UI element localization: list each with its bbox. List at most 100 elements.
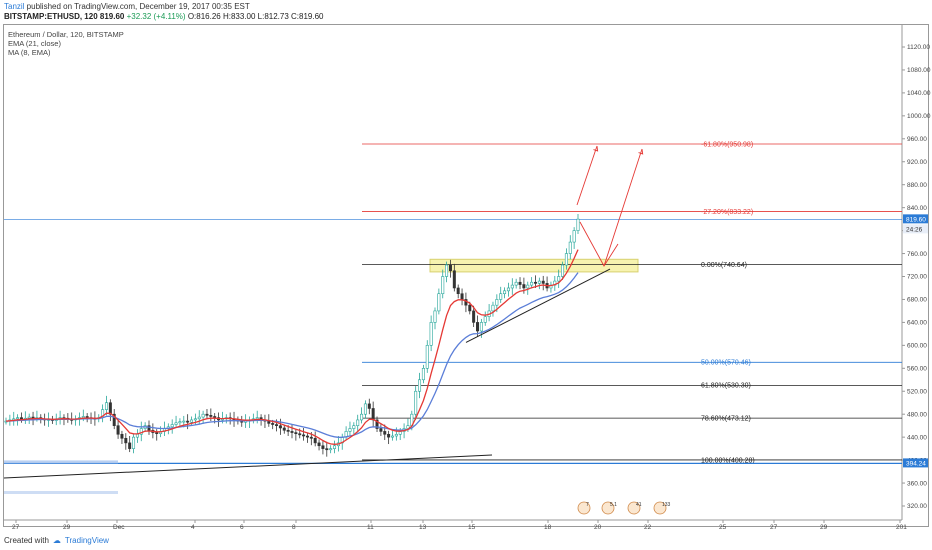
candle-body xyxy=(537,280,541,284)
candle-body xyxy=(472,310,476,323)
fib-level-label: 61.80%(530.30) xyxy=(701,383,751,390)
footer: Created with ☁ TradingView xyxy=(4,536,109,545)
price-tick-label: 720.00 xyxy=(907,274,927,281)
candle-body xyxy=(16,417,20,420)
price-tick-label: 760.00 xyxy=(907,251,927,258)
candle-body xyxy=(533,281,537,284)
price-tick-label: 960.00 xyxy=(907,136,927,143)
price-tick-label: 320.00 xyxy=(907,503,927,510)
event-badge[interactable] xyxy=(627,501,641,515)
candle-body xyxy=(193,418,197,421)
candle-body xyxy=(174,422,178,425)
candle-body xyxy=(445,264,449,277)
candle-body xyxy=(186,420,190,423)
projection-arrow-1-head xyxy=(593,145,599,152)
candle-body xyxy=(568,241,572,254)
support-band-lower xyxy=(4,491,118,494)
projection-arrow-2[interactable] xyxy=(603,148,643,267)
projection-arrow-1[interactable] xyxy=(576,145,598,206)
candle-body xyxy=(329,448,333,451)
price-tick-label: 920.00 xyxy=(907,159,927,166)
candle-body xyxy=(278,425,282,429)
price-tick-label: 840.00 xyxy=(907,205,927,212)
candle-body xyxy=(460,293,464,300)
time-tick-label: 20 xyxy=(594,524,602,531)
candle-body xyxy=(290,431,294,433)
candle-body xyxy=(390,435,394,438)
candle-body xyxy=(371,408,375,421)
candle-body xyxy=(305,435,309,438)
fib-level-label: -27.20%(833.22) xyxy=(701,209,753,216)
fib-level-label: 78.60%(473.12) xyxy=(701,416,751,423)
candle-body xyxy=(205,413,209,416)
legend-title: Ethereum / Dollar, 120, BITSTAMP xyxy=(8,30,124,39)
price-tick-label: 1080.00 xyxy=(907,67,931,74)
candle-body xyxy=(124,437,128,444)
candle-body xyxy=(313,437,317,444)
candle-body xyxy=(271,423,275,425)
author-link[interactable]: Tanzil xyxy=(4,2,25,11)
candle-body xyxy=(483,316,487,323)
event-badge[interactable] xyxy=(601,501,615,515)
candle-body xyxy=(437,293,441,312)
tradingview-logo-icon[interactable]: ☁ xyxy=(52,536,61,545)
candle-body xyxy=(139,428,143,435)
candle-body xyxy=(383,431,387,435)
candle-body xyxy=(576,218,580,231)
event-badge[interactable] xyxy=(577,501,591,515)
time-tick-label: 15 xyxy=(468,524,476,531)
ema-21-line xyxy=(5,272,579,438)
candle-body xyxy=(112,413,116,426)
fib-level-label: 0.00%(740.64) xyxy=(701,262,747,269)
price-tick-label: 360.00 xyxy=(907,480,927,487)
ascending-trendline[interactable] xyxy=(465,268,611,343)
candle-body xyxy=(81,416,85,418)
candle-body xyxy=(321,445,325,449)
support-band xyxy=(4,460,118,464)
tradingview-brand[interactable]: TradingView xyxy=(64,536,109,545)
candle-body xyxy=(104,402,108,410)
time-tick-label: 18 xyxy=(544,524,552,531)
legend-ma: MA (8, EMA) xyxy=(8,48,51,57)
event-badge[interactable] xyxy=(653,501,667,515)
candle-body xyxy=(379,428,383,432)
candle-body xyxy=(147,425,151,431)
candle-body xyxy=(317,442,321,447)
candle-body xyxy=(514,281,518,286)
candle-body xyxy=(209,415,213,417)
candle-body xyxy=(294,432,298,435)
candle-body xyxy=(429,322,433,346)
time-tick-label: 13 xyxy=(419,524,427,531)
price-tick-label: 520.00 xyxy=(907,388,927,395)
resistance-zone[interactable] xyxy=(429,258,639,273)
candle-body xyxy=(468,304,472,312)
fib-level-label: 100.00%(400.28) xyxy=(701,457,755,464)
publish-info: Tanzil published on TradingView.com, Dec… xyxy=(4,2,250,11)
candle-body xyxy=(302,434,306,437)
support-price-badge xyxy=(903,458,928,468)
candle-body xyxy=(363,403,367,415)
candle-body xyxy=(135,433,139,438)
candle-body xyxy=(406,425,410,429)
long-trendline[interactable] xyxy=(3,454,493,479)
candle-body xyxy=(418,379,422,392)
candle-body xyxy=(387,433,391,438)
event-badge-count: 133 xyxy=(662,502,671,508)
candle-body xyxy=(452,270,456,289)
candle-body xyxy=(448,264,452,272)
candle-body xyxy=(441,276,445,295)
candle-body xyxy=(456,287,460,295)
candle-body xyxy=(522,284,526,289)
time-tick-label: 25 xyxy=(719,524,727,531)
last-price: 819.60 xyxy=(99,12,125,21)
candle-body xyxy=(499,293,503,300)
price-tick-label: 640.00 xyxy=(907,320,927,327)
candle-body xyxy=(530,281,534,286)
chart-frame[interactable] xyxy=(3,24,929,527)
time-tick-label: 29 xyxy=(63,524,71,531)
candle-body xyxy=(375,419,379,429)
price-tick-label: 480.00 xyxy=(907,411,927,418)
candle-body xyxy=(128,442,132,449)
time-tick-label: 11 xyxy=(367,524,374,531)
